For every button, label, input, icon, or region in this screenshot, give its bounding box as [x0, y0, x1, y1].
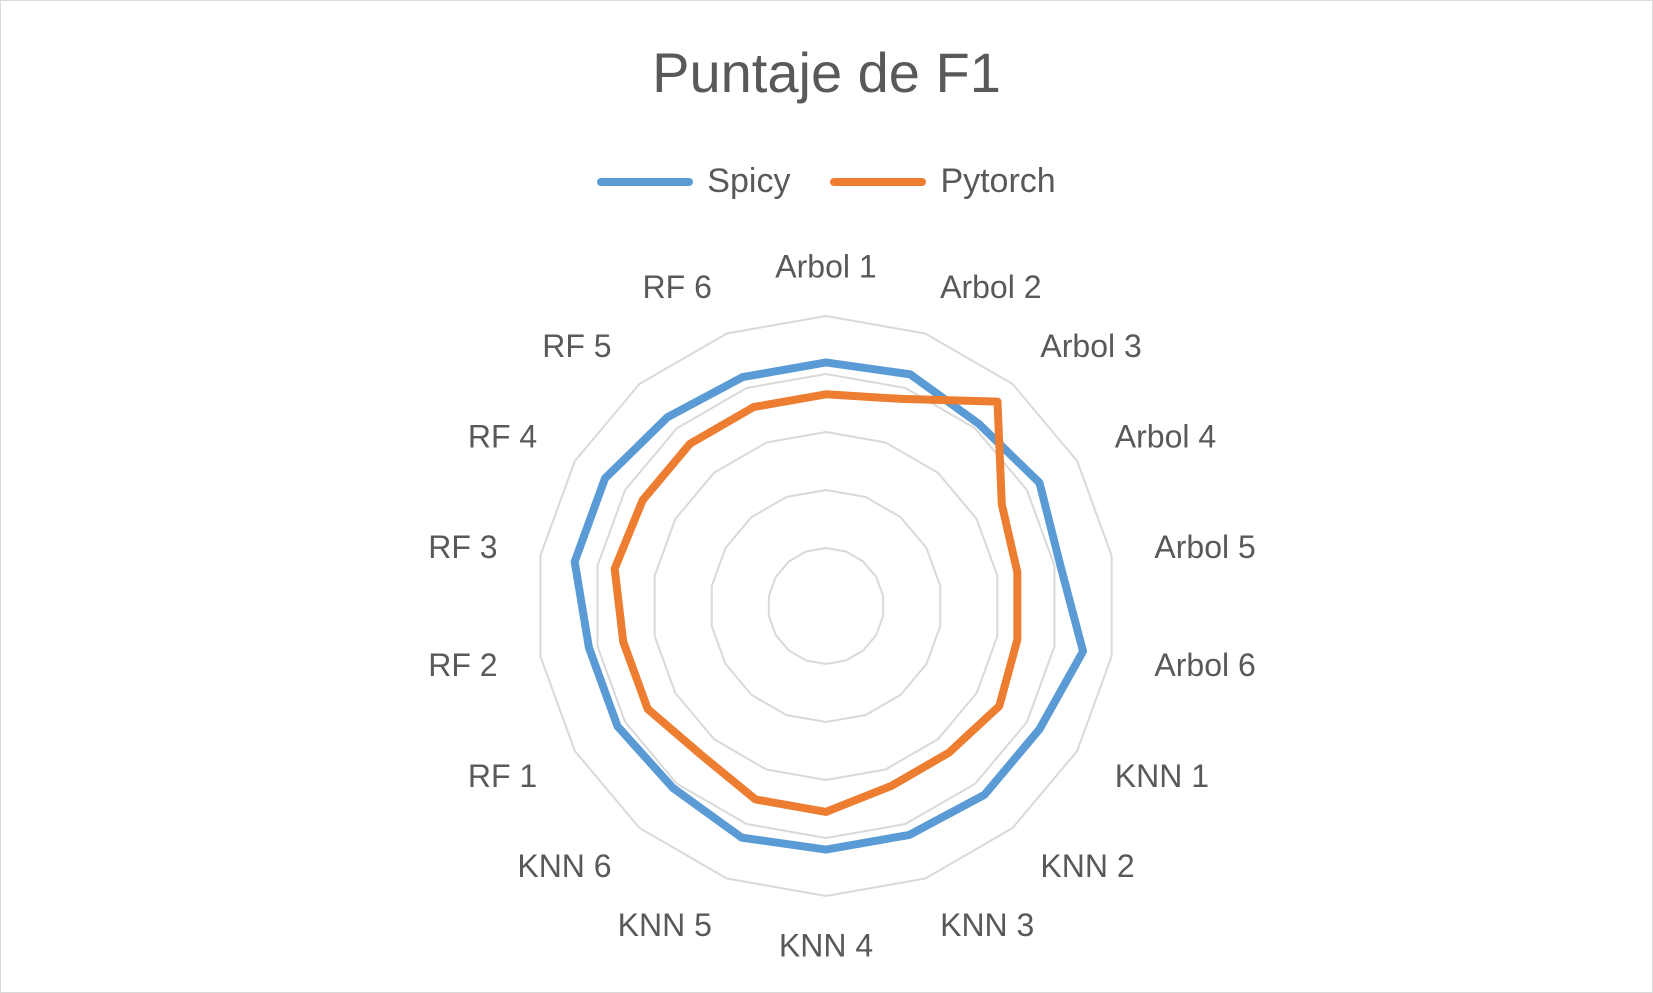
category-label: KNN 4 [779, 928, 873, 964]
grid-ring-4 [596, 372, 1056, 840]
series-line-spicy [570, 358, 1088, 854]
legend-item-pytorch: Pytorch [830, 162, 1056, 201]
legend-label-spicy: Spicy [707, 162, 791, 200]
category-label: Arbol 4 [1115, 418, 1216, 454]
category-label: Arbol 5 [1154, 529, 1255, 565]
grid-ring-2 [710, 488, 942, 724]
category-label: RF 6 [643, 269, 712, 305]
category-label: KNN 5 [618, 907, 712, 943]
radar-grid [539, 314, 1113, 898]
category-label: KNN 6 [517, 848, 611, 884]
category-label: KNN 1 [1115, 758, 1209, 794]
category-label: Arbol 6 [1154, 647, 1255, 683]
category-label: RF 5 [542, 328, 611, 364]
category-labels: Arbol 1 Arbol 2 Arbol 3 Arbol 4 Arbol 5 Arbol… [428, 249, 1256, 964]
category-label: RF 2 [428, 647, 497, 683]
category-label: RF 1 [468, 758, 537, 794]
category-label: KNN 3 [940, 907, 1034, 943]
chart-title: Puntaje de F1 [652, 41, 1001, 104]
legend-swatch-pytorch [830, 177, 927, 186]
legend-swatch-spicy [597, 177, 694, 186]
legend: Spicy Pytorch [0, 162, 1653, 201]
grid-ring-1 [767, 546, 885, 666]
category-label: Arbol 3 [1040, 328, 1141, 364]
legend-item-spicy: Spicy [597, 162, 790, 201]
grid-ring-3 [653, 430, 999, 782]
category-label: Arbol 1 [775, 249, 876, 285]
category-label: RF 4 [468, 418, 537, 454]
series-line-pytorch [610, 390, 1022, 816]
category-label: Arbol 2 [940, 269, 1041, 305]
category-label: RF 3 [428, 529, 497, 565]
radar-series [570, 358, 1088, 854]
grid-ring-5 [539, 314, 1113, 898]
category-label: KNN 2 [1040, 848, 1134, 884]
legend-label-pytorch: Pytorch [940, 162, 1056, 200]
